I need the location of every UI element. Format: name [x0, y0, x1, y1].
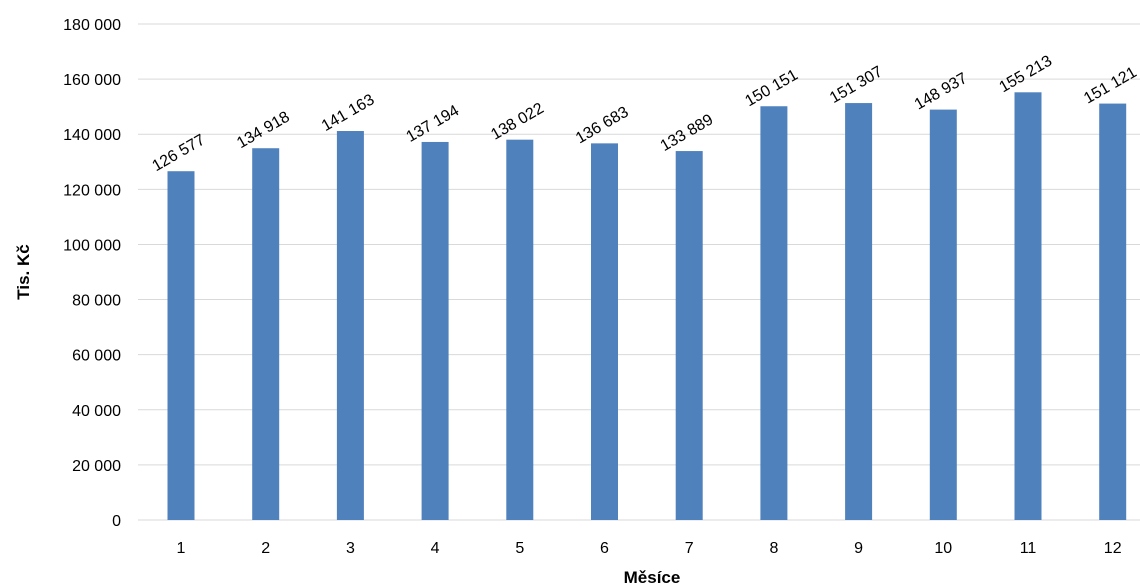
bars	[167, 92, 1127, 521]
x-tick-label: 12	[1104, 540, 1122, 557]
bar	[760, 106, 788, 520]
x-tick-label: 2	[261, 540, 270, 557]
x-axis-ticks: 1 2 3 4 5 6 7 8 9 10 11 12	[177, 540, 1122, 557]
data-label: 141 163	[319, 91, 378, 135]
x-tick-label: 1	[177, 540, 186, 557]
data-label: 133 889	[658, 111, 717, 155]
data-label: 151 121	[1081, 64, 1140, 108]
data-labels: 126 577 134 918 141 163 137 194 138 022 136 6…	[149, 53, 1139, 176]
x-tick-label: 3	[346, 540, 355, 557]
x-axis-title: Měsíce	[624, 568, 681, 587]
x-tick-label: 6	[600, 540, 609, 557]
y-tick-label: 140 000	[63, 127, 121, 144]
bar	[336, 131, 364, 520]
data-label: 138 022	[488, 100, 547, 144]
x-tick-label: 8	[769, 540, 778, 557]
x-tick-label: 7	[685, 540, 694, 557]
y-tick-label: 180 000	[63, 17, 121, 34]
y-axis-title: Tis. Kč	[14, 244, 33, 299]
bar	[591, 143, 618, 520]
bar	[421, 141, 449, 520]
data-label: 137 194	[404, 102, 463, 146]
x-tick-label: 4	[431, 540, 440, 557]
y-tick-label: 60 000	[72, 348, 121, 365]
x-tick-label: 11	[1020, 540, 1037, 557]
data-label: 126 577	[149, 131, 208, 175]
y-tick-label: 40 000	[72, 403, 121, 420]
data-label: 148 937	[912, 70, 971, 114]
gridlines	[138, 23, 1140, 521]
bar	[845, 103, 873, 520]
y-tick-label: 100 000	[63, 237, 121, 254]
y-tick-label: 20 000	[72, 458, 121, 475]
y-tick-label: 160 000	[63, 72, 121, 89]
bar	[252, 148, 280, 520]
bar	[1099, 103, 1127, 520]
x-tick-label: 9	[854, 540, 863, 557]
y-tick-label: 0	[112, 513, 121, 530]
data-label: 155 213	[996, 53, 1055, 97]
x-tick-label: 10	[934, 540, 952, 557]
bar	[506, 139, 534, 520]
bar	[675, 151, 703, 521]
data-label: 150 151	[742, 66, 801, 110]
y-tick-label: 120 000	[63, 182, 121, 199]
y-tick-label: 80 000	[72, 293, 121, 310]
data-label: 134 918	[234, 108, 293, 152]
data-label: 136 683	[573, 104, 632, 148]
x-tick-label: 5	[515, 540, 524, 557]
y-axis-ticks: 0 20 000 40 000 60 000 80 000 100 000 120 000 1…	[63, 17, 121, 530]
bar	[1014, 92, 1042, 521]
data-label: 151 307	[827, 63, 886, 107]
bar	[167, 171, 195, 521]
bar	[929, 109, 957, 520]
